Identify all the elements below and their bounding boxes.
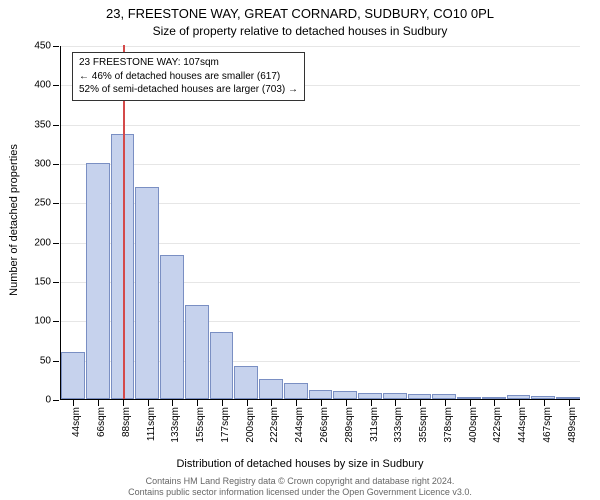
x-tick-label: 400sqm [468, 407, 479, 443]
histogram-bar [457, 397, 481, 399]
x-tick [73, 400, 74, 406]
y-tick [53, 85, 59, 86]
x-tick [519, 400, 520, 406]
footer-attribution: Contains HM Land Registry data © Crown c… [0, 476, 600, 499]
chart-title-line1: 23, FREESTONE WAY, GREAT CORNARD, SUDBUR… [0, 6, 600, 21]
y-tick [53, 125, 59, 126]
histogram-bar [135, 187, 159, 399]
y-tick-label: 150 [34, 277, 51, 288]
x-tick-label: 289sqm [344, 407, 355, 443]
y-tick [53, 361, 59, 362]
x-tick-label: 355sqm [418, 407, 429, 443]
x-axis-label: Distribution of detached houses by size … [0, 458, 600, 470]
histogram-bar [482, 397, 506, 399]
chart-title-line2: Size of property relative to detached ho… [0, 24, 600, 38]
x-tick [148, 400, 149, 406]
x-tick [296, 400, 297, 406]
annotation-line-1: 23 FREESTONE WAY: 107sqm [79, 56, 298, 70]
x-tick-label: 111sqm [146, 407, 157, 441]
x-tick [445, 400, 446, 406]
histogram-bar [507, 395, 531, 399]
annotation-line-3: 52% of semi-detached houses are larger (… [79, 83, 298, 97]
chart-container: 23, FREESTONE WAY, GREAT CORNARD, SUDBUR… [0, 0, 600, 500]
x-tick [420, 400, 421, 406]
gridline [61, 46, 580, 47]
y-axis-label: Number of detached properties [8, 144, 20, 296]
x-tick [247, 400, 248, 406]
x-tick-label: 489sqm [567, 407, 578, 443]
gridline [61, 125, 580, 126]
histogram-bar [185, 305, 209, 399]
x-tick-label: 422sqm [492, 407, 503, 443]
y-tick [53, 46, 59, 47]
histogram-bar [531, 396, 555, 399]
histogram-bar [111, 134, 135, 399]
x-tick [395, 400, 396, 406]
histogram-bar [86, 163, 110, 399]
y-tick-label: 300 [34, 159, 51, 170]
x-tick [222, 400, 223, 406]
x-tick-label: 155sqm [195, 407, 206, 443]
histogram-bar [383, 393, 407, 399]
x-tick-label: 200sqm [245, 407, 256, 443]
histogram-bar [556, 397, 580, 399]
histogram-bar [259, 379, 283, 399]
x-tick-label: 66sqm [96, 407, 107, 437]
x-tick-label: 311sqm [369, 407, 380, 442]
x-tick [544, 400, 545, 406]
y-tick [53, 321, 59, 322]
x-tick [321, 400, 322, 406]
histogram-bar [432, 394, 456, 400]
x-tick-label: 378sqm [443, 407, 454, 443]
x-tick [569, 400, 570, 406]
x-tick-label: 177sqm [220, 407, 231, 443]
y-tick-label: 50 [40, 355, 51, 366]
histogram-bar [309, 390, 333, 399]
x-tick [123, 400, 124, 406]
histogram-bar [284, 383, 308, 399]
histogram-bar [210, 332, 234, 399]
x-tick [197, 400, 198, 406]
x-tick [371, 400, 372, 406]
x-tick [346, 400, 347, 406]
y-tick-label: 450 [34, 41, 51, 52]
y-tick [53, 243, 59, 244]
x-tick [98, 400, 99, 406]
histogram-bar [234, 366, 258, 399]
annotation-box: 23 FREESTONE WAY: 107sqm ← 46% of detach… [72, 52, 305, 101]
footer-line-2: Contains public sector information licen… [0, 487, 600, 498]
x-tick-label: 266sqm [319, 407, 330, 443]
x-tick-label: 244sqm [294, 407, 305, 443]
x-tick-label: 44sqm [71, 407, 82, 437]
y-tick-label: 350 [34, 119, 51, 130]
footer-line-1: Contains HM Land Registry data © Crown c… [0, 476, 600, 487]
y-tick [53, 282, 59, 283]
y-tick [53, 400, 59, 401]
x-tick [494, 400, 495, 406]
histogram-bar [61, 352, 85, 399]
annotation-line-2: ← 46% of detached houses are smaller (61… [79, 70, 298, 84]
y-tick [53, 203, 59, 204]
x-tick [172, 400, 173, 406]
x-tick-label: 333sqm [393, 407, 404, 443]
histogram-bar [358, 393, 382, 399]
x-tick [271, 400, 272, 406]
gridline [61, 164, 580, 165]
x-tick [470, 400, 471, 406]
histogram-bar [408, 394, 432, 399]
x-tick-label: 467sqm [542, 407, 553, 443]
y-tick-label: 250 [34, 198, 51, 209]
histogram-bar [160, 255, 184, 399]
x-tick-label: 222sqm [269, 407, 280, 443]
x-tick-label: 133sqm [170, 407, 181, 443]
x-tick-label: 88sqm [121, 407, 132, 437]
y-tick-label: 200 [34, 237, 51, 248]
y-tick-label: 400 [34, 80, 51, 91]
histogram-bar [333, 391, 357, 399]
y-tick-label: 100 [34, 316, 51, 327]
y-tick-label: 0 [45, 395, 51, 406]
y-tick [53, 164, 59, 165]
x-tick-label: 444sqm [517, 407, 528, 443]
